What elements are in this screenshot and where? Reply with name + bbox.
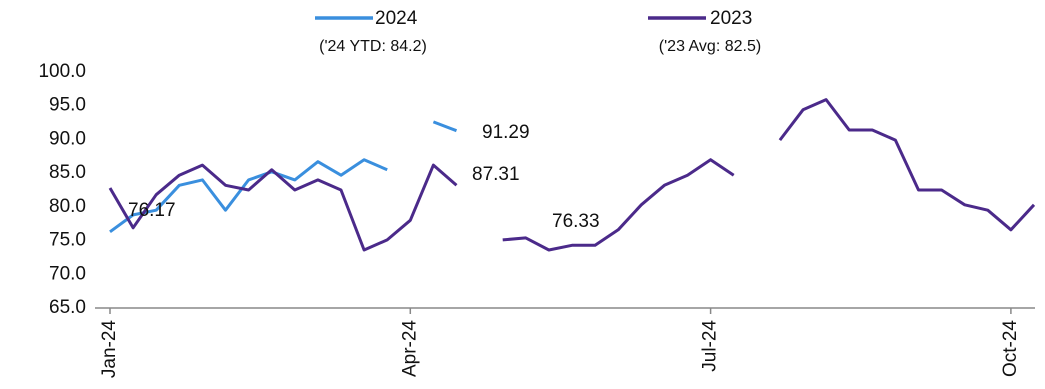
legend-subtitle: ('23 Avg: 82.5) xyxy=(659,38,761,55)
series-line xyxy=(502,158,735,252)
series-line xyxy=(108,163,458,252)
annotation: 76.33 xyxy=(552,211,600,232)
annotation: 91.29 xyxy=(482,122,530,143)
y-tick-label: 85.0 xyxy=(49,162,86,183)
y-tick-label: 95.0 xyxy=(49,95,86,116)
y-tick-label: 100.0 xyxy=(38,61,86,82)
series-line xyxy=(109,158,388,234)
y-tick-label: 75.0 xyxy=(49,230,86,251)
legend-label: 2024 xyxy=(375,8,418,29)
legend-label: 2023 xyxy=(710,8,752,29)
x-tick-label: Jan-24 xyxy=(99,320,120,379)
x-tick-label: Jul-24 xyxy=(700,320,721,372)
y-tick-label: 90.0 xyxy=(49,128,86,149)
y-tick-label: 80.0 xyxy=(49,196,86,217)
annotation: 87.31 xyxy=(472,164,520,185)
legend-subtitle: ('24 YTD: 84.2) xyxy=(319,38,427,55)
y-tick-label: 70.0 xyxy=(49,263,86,284)
series-line xyxy=(778,98,1036,232)
x-tick-label: Apr-24 xyxy=(399,320,420,377)
x-tick-label: Oct-24 xyxy=(1000,320,1021,377)
series-line xyxy=(432,120,458,133)
annotation: 76.17 xyxy=(128,200,176,221)
y-tick-label: 65.0 xyxy=(49,297,86,318)
